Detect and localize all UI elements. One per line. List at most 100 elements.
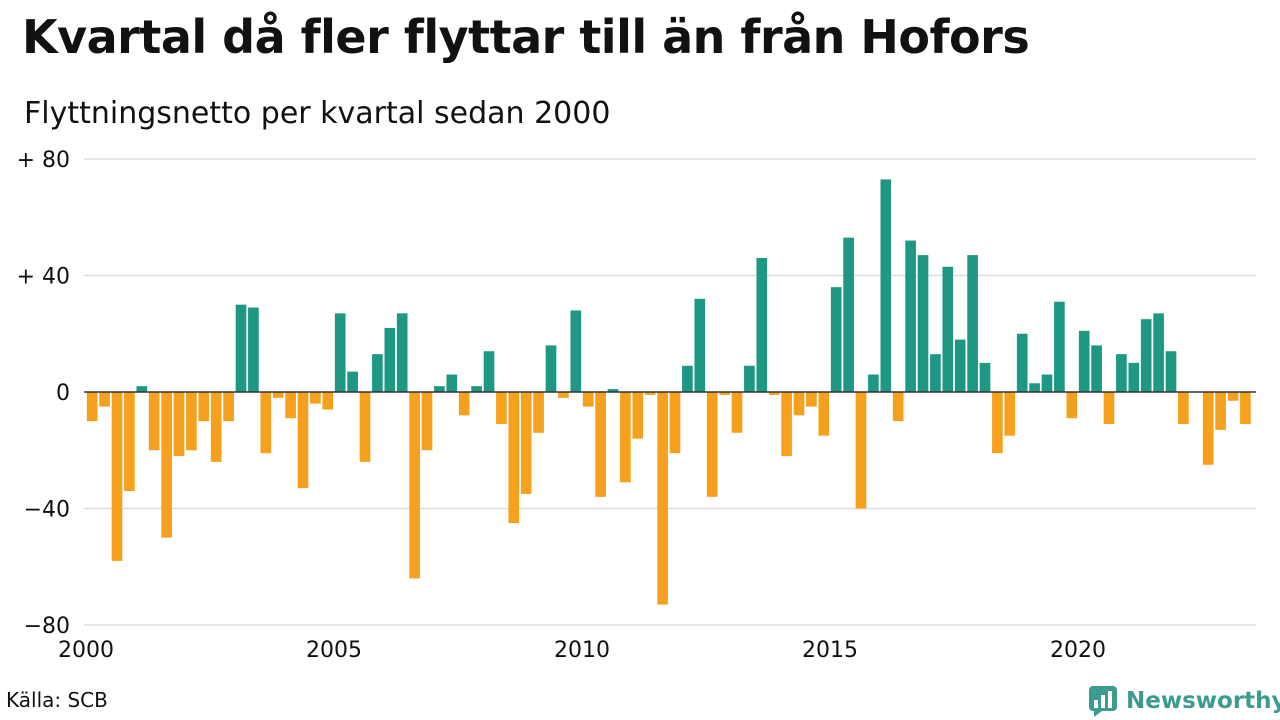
brand-logo: Newsworthy: [1088, 684, 1280, 718]
bar: [1202, 392, 1214, 465]
bar: [682, 365, 693, 392]
bar: [396, 313, 408, 392]
bar: [806, 392, 817, 407]
bar: [111, 392, 123, 561]
bar: [210, 392, 222, 462]
bar: [186, 392, 197, 451]
x-tick-label: 2000: [58, 638, 114, 663]
bar: [1165, 351, 1177, 392]
source-note: Källa: SCB: [6, 688, 108, 712]
bar: [86, 392, 98, 422]
bar: [322, 392, 334, 410]
x-tick-label: 2010: [554, 638, 610, 663]
bar: [148, 392, 160, 451]
bar: [310, 392, 321, 404]
bar: [954, 339, 966, 392]
bar: [235, 304, 247, 393]
bar: [917, 255, 929, 392]
bar: [582, 392, 594, 407]
bar: [372, 354, 383, 392]
bar: [570, 310, 582, 392]
bar: [1153, 313, 1164, 392]
bar: [942, 266, 954, 392]
bar: [632, 392, 644, 439]
bar: [124, 392, 135, 492]
bar: [1178, 392, 1189, 425]
bar: [731, 392, 743, 433]
bar: [855, 392, 867, 509]
bar: [756, 258, 768, 392]
bar: [768, 392, 780, 395]
x-tick-label: 2020: [1050, 638, 1106, 663]
bar: [409, 392, 420, 579]
bar: [992, 392, 1003, 454]
bar: [657, 392, 668, 605]
bar: [967, 255, 978, 392]
bar: [223, 392, 234, 422]
bar: [1016, 333, 1028, 392]
bar: [1128, 362, 1140, 393]
bar: [384, 327, 396, 392]
bar: [843, 237, 854, 392]
bar: [1240, 392, 1251, 425]
bar: [285, 392, 296, 419]
bar: [260, 392, 272, 454]
bar: [446, 374, 458, 392]
bar: [868, 374, 879, 392]
bar: [644, 392, 656, 395]
bar: [421, 392, 433, 451]
bar: [359, 392, 371, 462]
bar: [347, 371, 358, 392]
x-tick-label: 2015: [802, 638, 858, 663]
y-tick-label: −40: [24, 498, 70, 523]
bar: [1029, 383, 1040, 392]
newsworthy-logo-icon: [1089, 686, 1117, 717]
y-tick-label: + 40: [17, 265, 70, 290]
bar: [1004, 392, 1016, 436]
y-tick-label: −80: [24, 614, 70, 639]
bar: [161, 392, 172, 538]
bar: [248, 307, 259, 392]
bar: [706, 392, 718, 497]
bar: [198, 392, 210, 422]
bar: [744, 365, 755, 392]
bar: [1140, 319, 1152, 392]
bar: [607, 389, 619, 392]
bar: [334, 313, 346, 392]
bar: [1054, 301, 1065, 392]
bar: [483, 351, 495, 392]
bar: [1091, 345, 1102, 392]
bar: [694, 298, 706, 392]
bar: [880, 179, 892, 392]
bars: [86, 179, 1251, 605]
bar: [930, 354, 941, 392]
chart-title: Kvartal då fler flyttar till än från Hof…: [22, 10, 1030, 64]
bar: [905, 240, 916, 392]
bar: [979, 362, 991, 393]
bar: [434, 386, 445, 392]
bar: [892, 392, 904, 422]
brand-name: Newsworthy: [1126, 688, 1280, 714]
bar: [471, 386, 482, 392]
bar: [99, 392, 110, 407]
bar: [620, 392, 631, 483]
bar: [533, 392, 544, 433]
bar: [508, 392, 520, 524]
bar: [669, 392, 681, 454]
bar: [1116, 354, 1127, 392]
y-tick-label: 0: [56, 381, 70, 406]
bar: [793, 392, 805, 416]
bar: [830, 287, 842, 392]
y-tick-label: + 80: [17, 148, 70, 173]
grid-lines: [84, 158, 1256, 626]
bar: [781, 392, 792, 457]
bar: [1215, 392, 1226, 430]
bar: [1041, 374, 1053, 392]
x-tick-label: 2005: [306, 638, 362, 663]
bar: [1078, 330, 1090, 392]
chart-subtitle: Flyttningsnetto per kvartal sedan 2000: [24, 96, 611, 131]
bar: [272, 392, 284, 398]
bar: [173, 392, 185, 457]
